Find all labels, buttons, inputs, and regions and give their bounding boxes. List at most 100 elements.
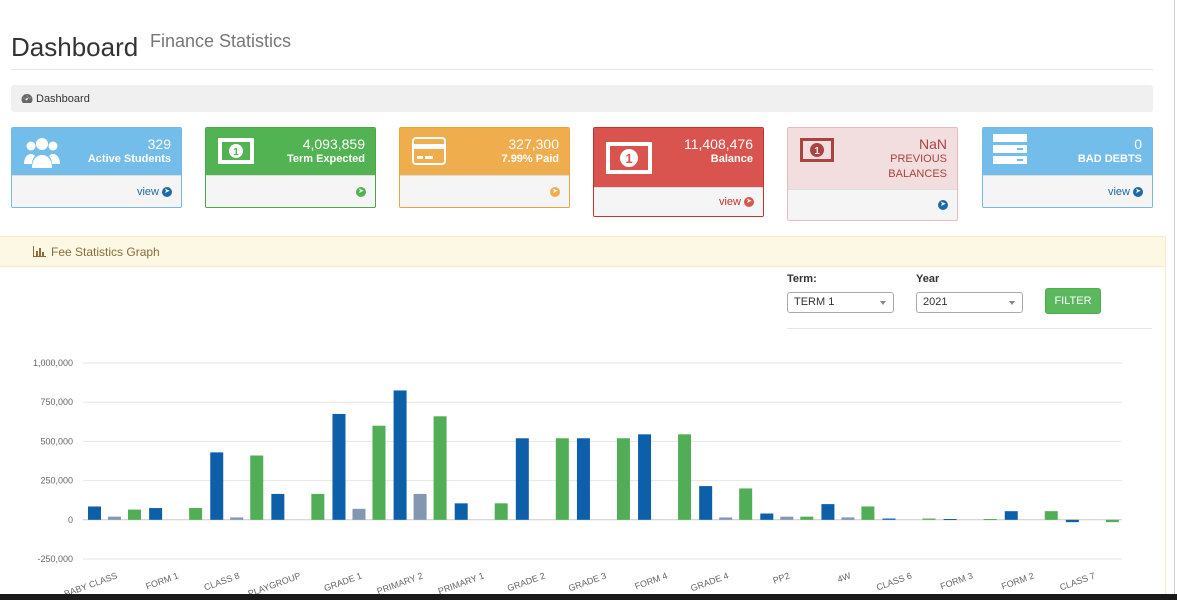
chart-bar[interactable] [699,486,713,520]
x-tick-label: GRADE 4 [689,570,730,593]
chart-bar[interactable] [433,416,447,520]
money-icon: 1 [800,138,834,162]
stat-label: 7.99% Paid [501,153,559,165]
chart-bar[interactable] [393,390,407,520]
bar-chart-icon [33,246,46,257]
filter-button[interactable]: FILTER [1045,288,1101,314]
chart-bar[interactable] [413,493,427,520]
y-tick-label: -250,000 [37,554,73,564]
page-header: Dashboard Finance Statistics [11,28,1153,70]
dashboard-icon [21,94,33,103]
credit-card-icon [412,137,446,165]
chart-bar[interactable] [372,425,386,520]
x-tick-label: CLASS 8 [203,570,241,592]
stat-value: NaN [918,136,947,152]
chart-bar[interactable] [638,434,652,520]
stat-label: BAD DEBTS [1077,153,1142,165]
y-tick-label: 750,000 [40,397,73,407]
bad-debts-view-link[interactable]: view ➤ [1108,186,1143,198]
chart-bar[interactable] [189,508,203,520]
x-tick-label: CLASS 6 [875,570,913,592]
chart-bar[interactable] [352,508,366,520]
chart-bar[interactable] [250,455,264,520]
chart-bar[interactable] [108,516,121,520]
chart-bar[interactable] [494,503,508,520]
chart-bar[interactable] [515,438,529,520]
svg-text:1: 1 [233,147,239,158]
page-subtitle: Finance Statistics [150,31,292,51]
chart-bar[interactable] [800,516,814,520]
stat-box-bad-debts: 0 BAD DEBTS view ➤ [982,127,1153,208]
chart-bar[interactable] [616,438,630,520]
x-tick-label: PP2 [772,570,791,585]
chart-bar[interactable] [210,452,224,520]
chart-bar[interactable] [821,504,835,520]
x-tick-label: FORM 4 [633,570,668,591]
chart-bar[interactable] [88,506,101,520]
arrow-circle-right-icon: ➤ [744,197,754,207]
money-icon: 1 [606,142,652,174]
chart-bar[interactable] [678,434,692,520]
chart-bar[interactable] [943,519,957,521]
chart-bar[interactable] [1044,511,1058,520]
stat-value: 327,300 [508,136,559,152]
chart-bar[interactable] [922,518,936,520]
stat-box-balance: 1 11,408,476 Balance view ➤ [593,127,764,217]
arrow-circle-right-icon: ➤ [1133,186,1143,197]
chart-bar[interactable] [861,506,875,520]
arrow-circle-right-icon[interactable]: ➤ [356,186,366,197]
chart-bar[interactable] [719,517,733,520]
panel-heading: Fee Statistics Graph [0,237,1165,267]
stat-label: PREVIOUS BALANCES [888,153,947,180]
chart-bar[interactable] [271,493,285,520]
year-select[interactable]: 2021 [916,292,1023,313]
chart-bar[interactable] [780,516,794,520]
chart-bar[interactable] [1105,519,1119,523]
chart-bar[interactable] [983,519,997,521]
chart-bar[interactable] [882,518,896,520]
y-tick-label: 250,000 [40,476,73,486]
arrow-circle-right-icon[interactable]: ➤ [938,200,948,210]
term-select[interactable]: TERM 1 [787,292,894,313]
term-label: Term: [787,273,817,285]
active-students-view-link[interactable]: view ➤ [137,186,172,198]
x-tick-label: GRADE 2 [506,570,547,593]
x-tick-label: PRIMARY 1 [437,570,486,596]
scrollbar-edge [1174,0,1175,594]
balance-view-link[interactable]: view ➤ [719,196,754,208]
chart-bar[interactable] [576,438,590,520]
fee-statistics-panel: Fee Statistics Graph [0,236,1166,600]
stat-label: Active Students [87,153,171,165]
x-tick-label: CLASS 7 [1058,570,1096,592]
stat-value: 0 [1134,136,1142,152]
chart-bar[interactable] [760,513,774,520]
chart-bar[interactable] [332,413,346,520]
x-tick-label: 4W [836,570,853,584]
y-tick-label: 1,000,000 [33,358,73,368]
chart-bar[interactable] [739,488,753,520]
x-tick-label: FORM 2 [1000,570,1035,591]
chart-bar[interactable] [311,493,325,520]
year-label: Year [916,273,940,285]
money-icon: 1 [218,138,254,164]
x-tick-label: GRADE 3 [567,570,608,593]
chart-bar[interactable] [128,509,141,520]
svg-text:1: 1 [814,146,820,157]
stat-label: Term Expected [286,153,365,165]
fee-statistics-chart: 1,000,000750,000500,000250,0000-250,000B… [33,358,1122,599]
chart-bar[interactable] [454,503,468,520]
panel-title: Fee Statistics Graph [51,244,160,259]
breadcrumb: Dashboard [11,85,1153,112]
chart-bar[interactable] [555,438,569,520]
chart-bar[interactable] [230,517,244,520]
breadcrumb-item-dashboard[interactable]: Dashboard [36,92,90,105]
stat-box-active-students: 329 Active Students view ➤ [11,127,182,208]
arrow-circle-right-icon[interactable]: ➤ [550,186,560,197]
x-tick-label: GRADE 1 [323,570,364,593]
chart-bar[interactable] [149,508,163,520]
chart-bar[interactable] [1065,519,1079,523]
stat-value: 329 [147,136,171,152]
chart-bar[interactable] [1004,511,1018,520]
chart-bar[interactable] [841,517,855,520]
server-icon [993,134,1027,164]
